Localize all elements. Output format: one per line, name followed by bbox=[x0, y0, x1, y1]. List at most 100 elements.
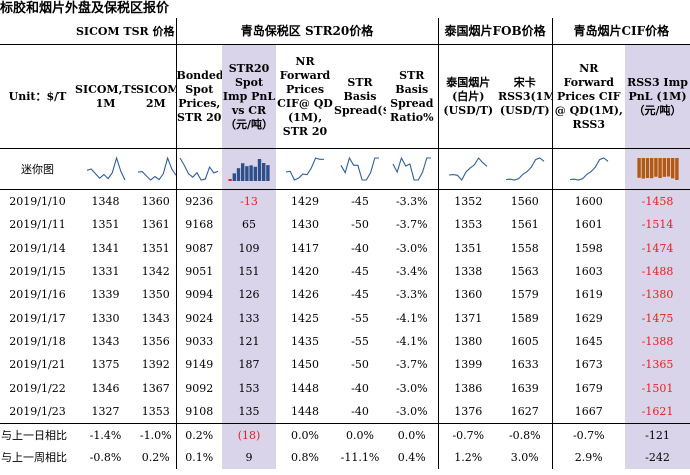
value-cell: 1561 bbox=[510, 218, 539, 232]
value-cell: 1350 bbox=[141, 288, 170, 302]
value-cell: -3.3% bbox=[386, 189, 439, 214]
col-header: RSS3 Imp PnL (1M)（元/吨） bbox=[625, 44, 690, 149]
spark-line bbox=[86, 156, 125, 181]
value-cell: 1339 bbox=[91, 288, 120, 302]
value-cell: -45 bbox=[351, 288, 369, 302]
spark-line bbox=[179, 157, 219, 181]
spark-line bbox=[340, 156, 380, 181]
value-cell: -1365 bbox=[625, 353, 690, 377]
date-cell: 2019/1/18 bbox=[9, 334, 66, 348]
spark-bar bbox=[657, 158, 662, 179]
mini-chart-cell bbox=[75, 148, 136, 190]
value-cell: 1627 bbox=[510, 404, 539, 418]
value-cell: 1426 bbox=[291, 288, 320, 302]
value-cell: 1448 bbox=[291, 381, 320, 395]
col-header: SICOM,TSR, 1M bbox=[75, 44, 136, 149]
value-cell: 1330 bbox=[91, 311, 120, 325]
value-cell: 109 bbox=[222, 236, 277, 260]
value-cell: 133 bbox=[222, 306, 277, 330]
sparkline-chart bbox=[340, 156, 380, 181]
mini-chart-cell bbox=[136, 148, 177, 190]
mini-chart-cell bbox=[625, 148, 690, 190]
mini-chart-cell bbox=[437, 148, 499, 190]
group-qingdao-str20: 青岛保税区 STR20价格 bbox=[175, 18, 439, 45]
unit-label: Unit：$/T bbox=[0, 44, 75, 149]
sparkline-chart bbox=[285, 157, 325, 181]
value-cell: 1420 bbox=[291, 265, 320, 279]
table-row: 2019/1/21 1375 1392 9149 187 1450 -50 -3.7% 1399… bbox=[0, 353, 690, 377]
value-cell: -3.0% bbox=[395, 404, 428, 418]
summary-value-cell: 3.0% bbox=[510, 451, 539, 465]
col-header: STR20 Spot Imp PnL vs CR（元/吨） bbox=[222, 44, 277, 149]
spark-line bbox=[392, 156, 431, 181]
value-cell: 1429 bbox=[276, 189, 335, 214]
value-cell: 1629 bbox=[551, 306, 626, 330]
summary-value-cell: 0.4% bbox=[397, 451, 426, 465]
value-cell: -3.0% bbox=[395, 241, 428, 255]
summary-value-cell: 0.0% bbox=[276, 422, 335, 447]
value-cell: 151 bbox=[222, 259, 277, 284]
col-header: Bonded Spot Prices, STR 20 bbox=[175, 44, 223, 149]
date-cell: 2019/1/14 bbox=[9, 241, 66, 255]
value-cell: 1351 bbox=[91, 218, 120, 232]
value-cell: 1375 bbox=[91, 358, 120, 372]
value-cell: 1367 bbox=[141, 381, 170, 395]
summary-label: 与上一周相比 bbox=[1, 451, 67, 465]
value-cell: -1380 bbox=[625, 283, 690, 307]
mini-chart-cell bbox=[175, 148, 223, 190]
value-cell: -1458 bbox=[625, 189, 690, 214]
value-cell: 9051 bbox=[175, 259, 223, 284]
value-cell: -50 bbox=[351, 358, 369, 372]
value-cell: 9092 bbox=[175, 376, 223, 400]
summary-value-cell: -121 bbox=[625, 422, 690, 447]
spark-bar bbox=[670, 158, 674, 179]
mini-chart-cell bbox=[498, 148, 553, 190]
spark-line bbox=[505, 157, 545, 181]
value-cell: 65 bbox=[222, 213, 277, 237]
value-cell: 1360 bbox=[437, 283, 499, 307]
date-cell: 2019/1/21 bbox=[9, 358, 66, 372]
spark-bar bbox=[645, 158, 649, 178]
summary-value-cell: 0.0% bbox=[386, 422, 439, 447]
value-cell: 1673 bbox=[551, 353, 626, 377]
spark-bar bbox=[257, 159, 262, 181]
table-row: 2019/1/15 1331 1342 9051 151 1420 -45 -3.4% 1338… bbox=[0, 259, 690, 284]
mini-chart-cell bbox=[276, 148, 335, 190]
value-cell: 1589 bbox=[510, 311, 539, 325]
value-cell: -1501 bbox=[625, 376, 690, 400]
table-row: 2019/1/14 1341 1351 9087 109 1417 -40 -3.0% 1351… bbox=[0, 236, 690, 260]
date-cell: 2019/1/23 bbox=[9, 404, 66, 418]
spark-line bbox=[285, 157, 325, 181]
summary-value-cell: -0.8% bbox=[89, 451, 122, 465]
sparkline-chart bbox=[228, 159, 270, 181]
value-cell: -1488 bbox=[625, 259, 690, 284]
value-cell: 9033 bbox=[175, 329, 223, 354]
value-cell: -40 bbox=[351, 241, 369, 255]
value-cell: 1361 bbox=[141, 218, 170, 232]
value-cell: -1514 bbox=[625, 213, 690, 237]
value-cell: -13 bbox=[222, 189, 277, 214]
value-cell: 1371 bbox=[437, 306, 499, 330]
summary-value-cell: -1.4% bbox=[75, 422, 136, 447]
summary-value-cell: 0.2% bbox=[141, 451, 170, 465]
value-cell: 1679 bbox=[551, 376, 626, 400]
value-cell: 1425 bbox=[291, 311, 320, 325]
table-row: 2019/1/11 1351 1361 9168 65 1430 -50 -3.7% 1353 1… bbox=[0, 213, 690, 237]
date-cell: 2019/1/17 bbox=[9, 311, 66, 325]
sparkline-chart bbox=[505, 157, 545, 181]
table-row: 2019/1/10 1348 1360 9236 -13 1429 -45 -3.3% 1352… bbox=[0, 189, 690, 214]
value-cell: -1621 bbox=[625, 399, 690, 424]
value-cell: 1356 bbox=[141, 334, 170, 348]
sparkline-chart bbox=[86, 156, 125, 181]
value-cell: 1351 bbox=[141, 241, 170, 255]
value-cell: 1560 bbox=[498, 189, 553, 214]
value-cell: 1343 bbox=[141, 311, 170, 325]
value-cell: 1351 bbox=[437, 236, 499, 260]
value-cell: 1331 bbox=[91, 265, 120, 279]
spark-bar bbox=[662, 158, 666, 177]
value-cell: 1399 bbox=[437, 353, 499, 377]
date-cell: 2019/1/22 bbox=[9, 381, 66, 395]
sparkline-chart bbox=[636, 158, 679, 180]
spark-bar bbox=[653, 158, 658, 177]
value-cell: 9149 bbox=[175, 353, 223, 377]
